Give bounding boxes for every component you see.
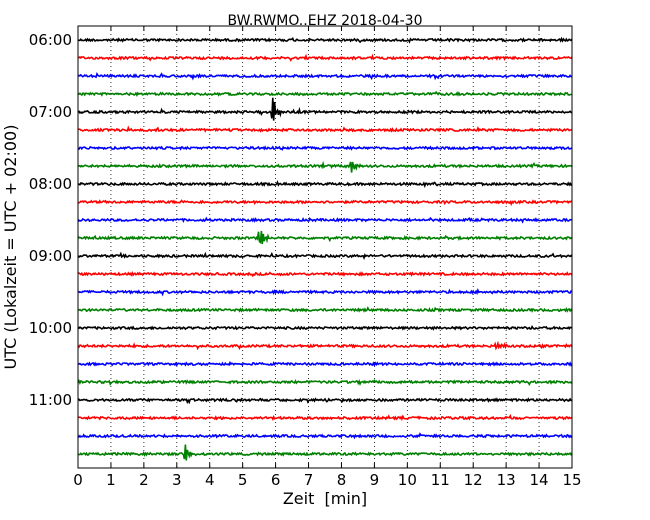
trace-0800: [77, 180, 573, 189]
plot-frame: [77, 25, 573, 469]
grid-lines: [110, 26, 540, 468]
chart-title: BW.RWMO..EHZ 2018-04-30: [227, 13, 422, 29]
y-tick-label: 08:00: [29, 175, 72, 193]
trace-1030: [77, 360, 573, 367]
y-tick-label: 06:00: [29, 31, 72, 49]
x-tick-label: 2: [139, 471, 149, 489]
y-tick-label: 10:00: [29, 319, 72, 337]
trace-0715: [77, 125, 573, 133]
x-tick-label: 1: [106, 471, 116, 489]
trace-0915: [78, 270, 573, 278]
y-axis: 06:00 07:00 08:00 09:00 10:00 11:00: [29, 31, 572, 409]
trace-group: [77, 36, 573, 461]
trace-1100: [77, 397, 572, 405]
y-tick-label: 11:00: [29, 391, 72, 409]
trace-0615: [77, 53, 573, 62]
y-tick-label: 07:00: [29, 103, 72, 121]
trace-1015: [77, 340, 573, 351]
trace-0945: [77, 306, 573, 313]
x-tick-label: 15: [562, 471, 581, 489]
x-tick-label: 14: [530, 471, 549, 489]
trace-0815: [77, 199, 573, 207]
trace-0745: [77, 160, 573, 173]
trace-0900: [78, 251, 573, 261]
trace-1130: [77, 432, 573, 440]
trace-0845: [77, 231, 573, 245]
trace-1115: [78, 413, 573, 422]
x-tick-label: 4: [205, 471, 215, 489]
trace-1145: [77, 444, 573, 461]
x-tick-label: 3: [172, 471, 182, 489]
trace-0600: [78, 36, 573, 44]
x-tick-label: 0: [73, 471, 83, 489]
x-tick-label: 10: [398, 471, 417, 489]
trace-0730: [77, 145, 573, 151]
trace-1045: [77, 378, 573, 387]
x-tick-label: 6: [271, 471, 281, 489]
x-tick-label: 5: [238, 471, 248, 489]
x-axis: 0 1 2 3 4 5 6 7 8 9 10 11 12 13 14 15: [73, 26, 582, 489]
y-axis-label: UTC (Lokalzeit = UTC + 02:00): [1, 125, 20, 370]
y-tick-label: 09:00: [29, 247, 72, 265]
trace-0630: [77, 72, 573, 81]
x-tick-label: 7: [304, 471, 314, 489]
x-tick-label: 12: [464, 471, 483, 489]
x-tick-label: 13: [497, 471, 516, 489]
trace-0700: [77, 97, 573, 121]
trace-0645: [77, 90, 572, 97]
x-tick-label: 9: [370, 471, 380, 489]
trace-0830: [77, 216, 573, 224]
x-tick-label: 11: [431, 471, 450, 489]
x-tick-label: 8: [337, 471, 347, 489]
trace-0930: [77, 287, 573, 297]
trace-1000: [77, 325, 573, 331]
x-axis-label: Zeit [min]: [283, 489, 367, 508]
